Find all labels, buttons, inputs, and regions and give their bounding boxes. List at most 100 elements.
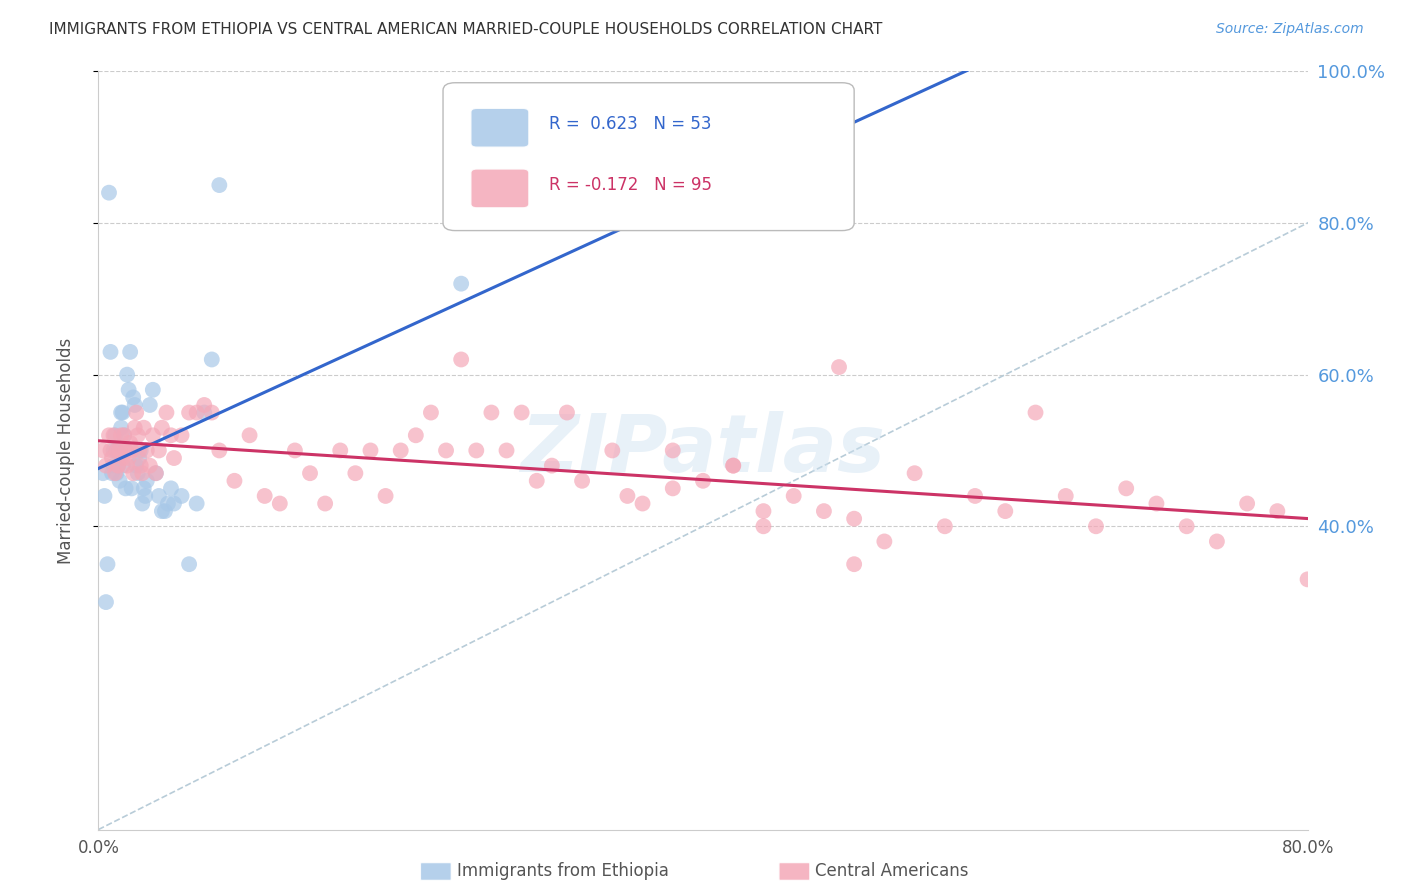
Point	[783, 489, 806, 503]
Point	[299, 467, 322, 481]
Point	[112, 428, 135, 442]
Text: Central Americans: Central Americans	[815, 862, 969, 880]
Point	[128, 443, 150, 458]
Point	[540, 458, 562, 473]
Point	[103, 428, 125, 442]
Point	[752, 504, 775, 518]
Point	[193, 398, 215, 412]
Point	[142, 383, 165, 397]
Point	[98, 186, 121, 200]
Point	[510, 405, 533, 420]
Point	[692, 474, 714, 488]
Point	[104, 428, 127, 442]
Point	[239, 428, 262, 442]
Point	[125, 458, 148, 473]
FancyBboxPatch shape	[443, 83, 855, 230]
Point	[110, 428, 132, 442]
Point	[124, 398, 146, 412]
Point	[114, 482, 136, 496]
Point	[450, 352, 472, 367]
Point	[284, 443, 307, 458]
Point	[269, 496, 291, 510]
Point	[91, 467, 114, 481]
Point	[526, 474, 548, 488]
Point	[602, 443, 624, 458]
Point	[132, 482, 155, 496]
Point	[201, 405, 224, 420]
Point	[1085, 519, 1108, 533]
Point	[193, 405, 215, 420]
Point	[139, 398, 162, 412]
Point	[224, 474, 246, 488]
Point	[904, 467, 927, 481]
Point	[107, 458, 129, 473]
Point	[253, 489, 276, 503]
Point	[179, 557, 201, 572]
Point	[405, 428, 427, 442]
Point	[420, 405, 443, 420]
Point	[105, 443, 128, 458]
FancyBboxPatch shape	[471, 169, 529, 208]
Point	[98, 428, 121, 442]
Point	[101, 467, 124, 481]
Point	[723, 458, 745, 473]
Point	[122, 391, 145, 405]
Point	[160, 428, 183, 442]
Point	[104, 467, 127, 481]
Point	[150, 504, 173, 518]
Point	[155, 405, 177, 420]
Point	[150, 421, 173, 435]
Point	[145, 467, 167, 481]
Point	[179, 405, 201, 420]
Point	[661, 194, 683, 208]
Point	[121, 482, 143, 496]
Point	[465, 443, 488, 458]
Point	[118, 383, 141, 397]
Point	[1144, 496, 1167, 510]
Point	[737, 163, 759, 178]
Point	[844, 557, 866, 572]
Point	[752, 519, 775, 533]
Point	[1115, 482, 1137, 496]
Point	[495, 443, 517, 458]
Point	[1175, 519, 1198, 533]
Point	[723, 458, 745, 473]
Point	[450, 277, 472, 291]
Point	[100, 443, 122, 458]
Point	[360, 443, 382, 458]
Point	[661, 482, 683, 496]
Point	[374, 489, 396, 503]
Point	[142, 428, 165, 442]
Point	[208, 443, 231, 458]
Point	[555, 405, 578, 420]
Y-axis label: Married-couple Households: Married-couple Households	[56, 337, 75, 564]
Point	[108, 443, 131, 458]
Point	[329, 443, 352, 458]
Point	[121, 443, 143, 458]
Point	[103, 458, 125, 473]
Point	[813, 504, 835, 518]
Point	[128, 451, 150, 466]
Point	[107, 458, 129, 473]
Point	[1236, 496, 1258, 510]
Point	[186, 405, 208, 420]
Point	[108, 474, 131, 488]
Point	[93, 489, 115, 503]
Point	[148, 443, 170, 458]
Point	[208, 178, 231, 193]
Point	[156, 496, 179, 510]
Point	[571, 474, 593, 488]
FancyBboxPatch shape	[471, 108, 529, 147]
Point	[873, 534, 896, 549]
Point	[112, 428, 135, 442]
Point	[344, 467, 367, 481]
Text: IMMIGRANTS FROM ETHIOPIA VS CENTRAL AMERICAN MARRIED-COUPLE HOUSEHOLDS CORRELATI: IMMIGRANTS FROM ETHIOPIA VS CENTRAL AMER…	[49, 22, 883, 37]
Point	[114, 443, 136, 458]
Point	[111, 451, 134, 466]
Point	[124, 421, 146, 435]
Point	[132, 421, 155, 435]
Point	[114, 443, 136, 458]
Point	[110, 405, 132, 420]
Point	[160, 482, 183, 496]
Point	[661, 443, 683, 458]
